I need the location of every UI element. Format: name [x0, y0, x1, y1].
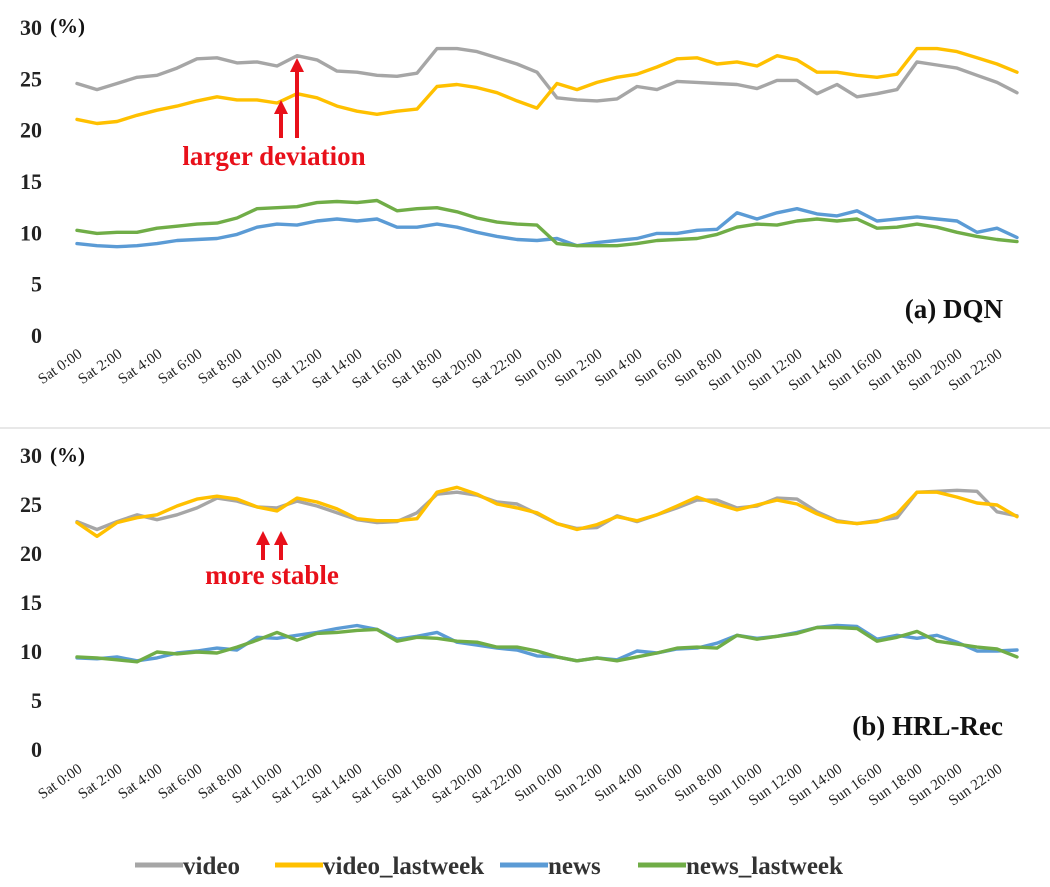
panel-a-dqn-y-tick-30: 30	[20, 15, 42, 40]
panel-a-dqn-series-news-lastweek	[75, 198, 1019, 248]
panel-a-dqn-annotation-arrow	[290, 58, 304, 138]
panel-a-dqn-y-tick-0: 0	[31, 323, 42, 348]
panel-a-dqn-y-tick-15: 15	[20, 169, 42, 194]
legend-label-video: video	[183, 853, 240, 880]
legend-item-video: video	[135, 853, 240, 880]
panel-b-hrl-rec-title: (b) HRL-Rec	[852, 711, 1003, 741]
panel-b-hrl-rec-y-tick-15: 15	[20, 590, 42, 615]
chart-legend: video video_lastweek news news_lastweek	[135, 853, 843, 880]
panel-a-dqn-y-tick-10: 10	[20, 220, 42, 245]
panel-b-hrl-rec-series-news-lastweek	[75, 625, 1019, 664]
panel-a-dqn-y-tick-5: 5	[31, 272, 42, 297]
panel-a-dqn-series-video-lastweek	[75, 46, 1019, 126]
panel-b-hrl-rec-series-video-lastweek	[75, 485, 1019, 538]
panel-a-dqn-annotation-arrow	[274, 100, 288, 138]
legend-label-news-lastweek: news_lastweek	[686, 853, 843, 880]
legend-item-news-lastweek: news_lastweek	[638, 853, 843, 880]
legend-label-news: news	[548, 853, 601, 880]
panel-b-hrl-rec-y-tick-25: 25	[20, 492, 42, 517]
legend-item-news: news	[500, 853, 601, 880]
panel-a-dqn-series-video	[75, 46, 1019, 103]
panel-b-hrl-rec-y-tick-10: 10	[20, 639, 42, 664]
panel-b-hrl-rec-y-tick-20: 20	[20, 541, 42, 566]
panel-b-hrl-rec-annotation-arrow	[274, 531, 288, 560]
legend-item-video-lastweek: video_lastweek	[275, 853, 484, 880]
panel-b-hrl-rec-y-unit-label: (%)	[50, 443, 85, 467]
panel-b-hrl-rec-y-tick-5: 5	[31, 688, 42, 713]
panel-b-hrl-rec-y-tick-0: 0	[31, 737, 42, 762]
panel-b-hrl-rec-y-tick-30: 30	[20, 443, 42, 468]
panel-a-dqn-y-unit-label: (%)	[50, 14, 85, 38]
panel-b-hrl-rec-annotation-arrow	[256, 531, 270, 560]
panel-a-dqn-annotation-text: larger deviation	[182, 141, 365, 171]
legend-label-video-lastweek: video_lastweek	[323, 853, 484, 880]
panel-b-hrl-rec-annotation-text: more stable	[205, 560, 339, 590]
panel-a-dqn-y-tick-20: 20	[20, 118, 42, 143]
panel-a-dqn-title: (a) DQN	[905, 294, 1004, 324]
panel-a-dqn-series-news	[75, 206, 1019, 249]
panel-a-dqn-y-tick-25: 25	[20, 66, 42, 91]
